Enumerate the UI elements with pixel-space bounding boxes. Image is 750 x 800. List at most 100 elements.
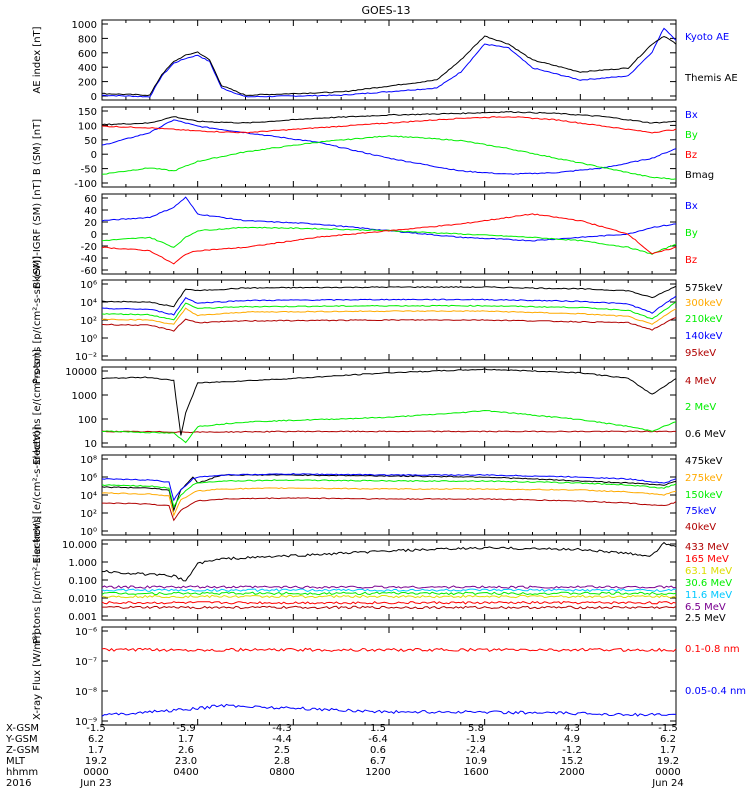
y-tick-label: 0.100 xyxy=(68,576,97,587)
y-tick-label: 0 xyxy=(91,92,97,103)
y-axis-label: Electrons [e/(cm²-s-sr)] xyxy=(32,349,43,465)
series-line xyxy=(101,213,677,265)
y-tick-label: 10⁶ xyxy=(80,473,97,484)
y-tick-label: 10⁻⁸ xyxy=(75,687,97,698)
series-line xyxy=(101,541,677,582)
y-tick-label: 100 xyxy=(78,121,97,132)
ephemeris-value: Jun 23 xyxy=(79,778,112,789)
legend-label: Bz xyxy=(685,255,697,266)
y-tick-label: -50 xyxy=(81,165,97,176)
ephemeris-value: 0800 xyxy=(269,767,294,778)
series-line xyxy=(102,27,677,98)
panel-7: 10.000 1.000 0.100 0.010 0.001 Protons [p/(cm… xyxy=(32,516,732,644)
ephemeris-value: Jun 24 xyxy=(651,778,684,789)
ephemeris-value: 10.9 xyxy=(465,756,487,767)
series-line xyxy=(102,497,677,522)
y-tick-label: 50 xyxy=(84,136,97,147)
ephemeris-value: 4.9 xyxy=(564,734,580,745)
ephemeris-value: 1200 xyxy=(365,767,390,778)
y-tick-label: 100 xyxy=(78,415,97,426)
y-tick-label: -40 xyxy=(81,254,97,265)
y-tick-label: 10⁻² xyxy=(75,352,97,363)
ephemeris-value: 0400 xyxy=(173,767,198,778)
y-tick-label: 400 xyxy=(78,63,97,74)
series-line xyxy=(101,472,677,502)
y-tick-label: 10⁻⁹ xyxy=(75,717,97,728)
y-tick-label: 1000 xyxy=(72,391,97,402)
plot-frame xyxy=(101,454,677,536)
panel-8: 10⁻⁶ 10⁻⁷ 10⁻⁸ 10⁻⁹ X-ray Flux [W/m²] 0.1-0.8… xyxy=(32,626,746,728)
legend-label: 2.5 MeV xyxy=(685,613,726,624)
legend-label: 95keV xyxy=(685,348,716,359)
series-line xyxy=(101,35,677,97)
legend-label: 300keV xyxy=(685,298,723,309)
legend-label: By xyxy=(685,130,698,141)
plot-frame xyxy=(101,193,677,275)
series-line xyxy=(101,600,677,605)
legend-label: Bx xyxy=(685,110,698,121)
ephemeris-value: -5.9 xyxy=(176,723,196,734)
legend-label: 30.6 MeV xyxy=(685,578,732,589)
plot-frame xyxy=(101,106,677,188)
y-tick-label: 10² xyxy=(80,316,97,327)
y-tick-label: 10⁸ xyxy=(80,455,97,466)
series-line xyxy=(101,301,677,321)
y-tick-label: 10⁴ xyxy=(80,491,97,502)
legend-label: 140keV xyxy=(685,331,723,342)
series-line xyxy=(101,295,677,316)
legend-label: Bz xyxy=(685,150,697,161)
ephemeris-row-label: X-GSM xyxy=(6,723,39,734)
y-tick-label: 0 xyxy=(91,230,97,241)
y-tick-label: 10⁶ xyxy=(80,280,97,291)
series-line xyxy=(101,226,677,255)
y-axis-label: B (SM)-IGRF (SM) [nT] xyxy=(32,179,43,288)
ephemeris-row-label: hhmm xyxy=(6,767,38,778)
y-axis-label: Protons [p/(cm²-s-sr-keV)] xyxy=(32,516,43,644)
legend-label: 0.6 MeV xyxy=(685,429,726,440)
legend-label: 0.1-0.8 nm xyxy=(685,644,740,655)
legend-label: Bmag xyxy=(685,170,714,181)
legend-label: 2 MeV xyxy=(685,402,716,413)
series-line xyxy=(101,285,677,308)
legend-label: 210keV xyxy=(685,314,723,325)
legend-label: 275keV xyxy=(685,473,723,484)
legend-label: 150keV xyxy=(685,490,723,501)
y-tick-label: 10000 xyxy=(65,367,97,378)
legend-label: 165 MeV xyxy=(685,554,729,565)
y-tick-label: 150 xyxy=(78,107,97,118)
legend-label: 575keV xyxy=(685,283,723,294)
series-line xyxy=(101,487,677,517)
y-tick-label: -100 xyxy=(74,179,97,190)
ephemeris-value: 1.7 xyxy=(178,734,194,745)
y-tick-label: 10⁻⁶ xyxy=(75,627,97,638)
ephemeris-value: -4.4 xyxy=(272,734,292,745)
y-tick-label: 10² xyxy=(80,509,97,520)
series-line xyxy=(101,368,677,436)
y-tick-label: 10.000 xyxy=(62,540,97,551)
panel-1: 1000 800 600 400 200 0 AE index [nT] Kyoto AE Th… xyxy=(32,19,738,103)
legend-label: 6.5 MeV xyxy=(685,602,726,613)
ephemeris-value: -6.4 xyxy=(368,734,388,745)
y-tick-label: 200 xyxy=(78,78,97,89)
ephemeris-value: -1.9 xyxy=(466,734,486,745)
series-line xyxy=(101,585,677,589)
y-tick-label: 1.000 xyxy=(68,558,97,569)
series-line xyxy=(102,116,677,134)
ephemeris-value: 1.7 xyxy=(88,745,104,756)
ephemeris-row-label: Z-GSM xyxy=(6,745,39,756)
legend-label: Themis AE xyxy=(684,73,738,84)
y-tick-label: -20 xyxy=(81,242,97,253)
ephemeris-value: 0.6 xyxy=(370,745,386,756)
legend-label: By xyxy=(685,228,698,239)
ephemeris-value: 19.2 xyxy=(657,756,679,767)
ephemeris-value: 2.5 xyxy=(274,745,290,756)
series-line xyxy=(101,703,677,717)
ephemeris-value: 0000 xyxy=(655,767,680,778)
ephemeris-value: -1.2 xyxy=(562,745,582,756)
y-tick-label: 60 xyxy=(84,194,97,205)
panel-5: 10000 1000 100 10 Electrons [e/(cm²-s-sr)] 4 … xyxy=(32,349,726,465)
y-axis-label: Protons [p/(cm²-s-sr-keV)] xyxy=(32,256,43,384)
legend-label: Kyoto AE xyxy=(685,32,729,43)
